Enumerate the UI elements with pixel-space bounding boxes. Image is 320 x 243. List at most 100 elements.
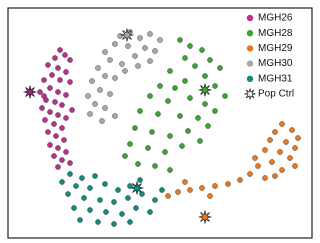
data-point [73,183,79,189]
data-point [119,61,125,67]
data-point [132,125,138,131]
data-point [132,53,138,59]
data-point [92,173,98,179]
data-point [182,55,188,61]
data-point [102,181,108,187]
legend-label: MGH30 [258,58,293,69]
data-point [279,167,285,173]
data-point [167,133,173,139]
data-point [159,187,165,193]
data-point [57,77,63,83]
data-point [292,163,298,169]
legend-marker [246,75,254,83]
data-point [89,78,95,84]
data-point [59,179,65,185]
data-point [55,112,61,118]
data-point [79,175,85,181]
data-point [149,129,155,135]
data-point [102,73,108,79]
data-point [152,163,158,169]
data-point [67,57,73,63]
data-point [237,177,243,183]
data-point [37,89,43,95]
data-point [137,177,143,183]
data-point [157,37,163,43]
data-point [47,109,53,115]
data-point [202,101,208,107]
legend-label: MGH29 [258,43,293,54]
data-point [47,85,53,91]
data-point [145,145,151,151]
data-point [205,123,211,129]
data-point [167,167,173,173]
data-point [111,199,117,205]
data-point [63,69,69,75]
pop-ctrl-point [120,28,134,42]
data-point [207,193,213,199]
pop-ctrl-point [23,85,37,99]
data-point [45,62,51,68]
data-point [139,191,145,197]
data-point [117,33,123,39]
data-point [255,163,261,169]
data-point [55,89,61,95]
data-point [157,83,163,89]
legend-label: MGH31 [258,73,293,84]
data-point [125,195,131,201]
data-point [147,58,153,64]
data-point [199,185,205,191]
data-point [269,159,275,165]
data-point [127,141,133,147]
data-point [45,129,51,135]
data-point [71,205,77,211]
data-point [111,221,117,227]
legend-marker [246,60,254,67]
data-point [225,181,231,187]
data-point [81,195,87,201]
data-point [175,189,181,195]
data-point [97,197,103,203]
data-point [287,155,293,161]
data-point [179,143,185,149]
data-point [52,99,58,105]
data-point [135,63,141,69]
data-point [65,191,71,197]
data-point [133,205,139,211]
data-point [97,87,103,93]
legend-label: MGH28 [258,28,293,39]
data-point [95,65,101,71]
data-point [67,171,73,177]
data-point [77,217,83,223]
data-point [267,137,273,143]
data-point [135,161,141,167]
data-point [177,37,183,43]
data-point [87,207,93,213]
data-point [41,93,47,99]
data-point [272,129,278,135]
data-point [87,185,93,191]
data-point [49,72,55,78]
data-point [199,47,205,53]
data-point [292,145,298,151]
data-point [102,49,108,55]
data-point [107,57,113,63]
data-point [62,52,68,58]
data-point [195,115,201,121]
data-point [55,164,61,170]
data-point [115,187,121,193]
plot-frame [7,7,313,239]
legend-label: MGH26 [258,13,293,24]
data-point [42,117,48,123]
data-point [155,111,161,117]
pop-ctrl-point [130,181,144,195]
data-point [63,92,69,98]
data-point [187,43,193,49]
data-point [152,48,158,54]
data-point [55,65,61,71]
data-point [262,175,268,181]
data-point [59,102,65,108]
data-point [202,73,208,79]
data-point [99,118,105,124]
